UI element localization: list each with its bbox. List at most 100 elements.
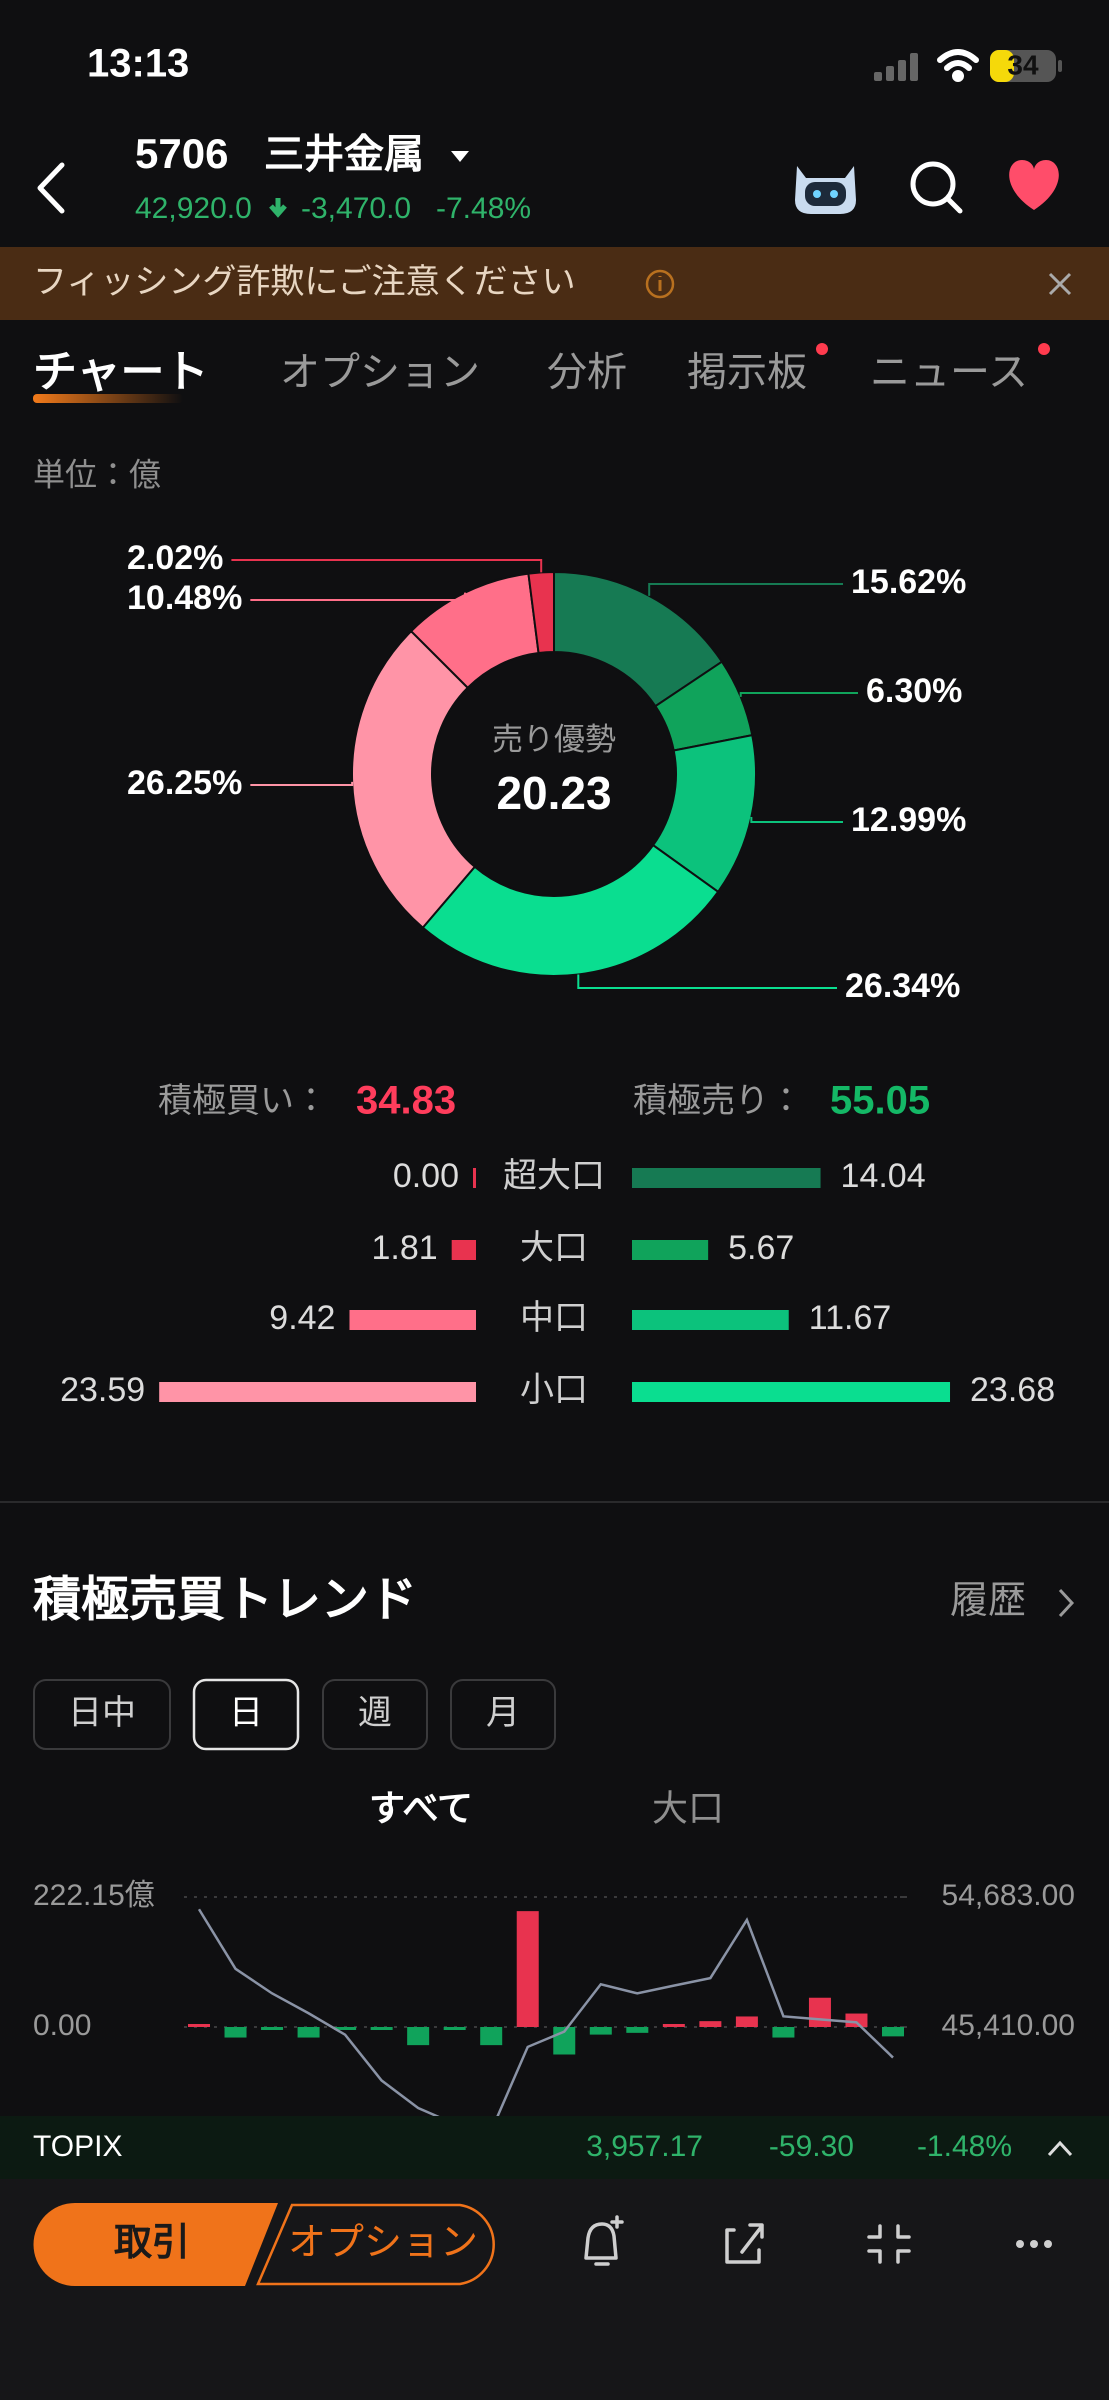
- section-divider: [0, 1501, 1109, 1503]
- info-icon[interactable]: [645, 269, 675, 299]
- trade-button[interactable]: [33, 2203, 278, 2286]
- more-icon[interactable]: [1016, 2240, 1052, 2248]
- flow-value: 5.67: [728, 1229, 794, 1267]
- stock-change: -3,470.0: [301, 192, 411, 225]
- assistant-icon[interactable]: [795, 166, 856, 214]
- flow-value: 9.42: [269, 1299, 335, 1337]
- battery-level: [990, 50, 1014, 82]
- share-icon[interactable]: [725, 2223, 764, 2264]
- unit-label: 単位：億: [33, 456, 161, 492]
- category-label: 超大口: [503, 1157, 605, 1195]
- trend-bar: [297, 2027, 320, 2038]
- donut-slice: [351, 629, 477, 930]
- trend-bar: [772, 2027, 795, 2038]
- leader-line: [250, 781, 354, 786]
- compress-icon[interactable]: [867, 2224, 911, 2264]
- banner: [0, 247, 1109, 320]
- flow-value: 14.04: [841, 1157, 926, 1195]
- donut-center-value: 20.23: [496, 767, 611, 819]
- alert-icon[interactable]: [584, 2215, 624, 2266]
- trend-bar: [370, 2027, 393, 2030]
- trend-bar: [882, 2027, 904, 2037]
- total-value: 55.05: [830, 1079, 930, 1123]
- trend-bar: [334, 2027, 357, 2030]
- flow-bar: [451, 1240, 476, 1260]
- y-tick-label: 0.00: [33, 2009, 91, 2042]
- trend-bar: [261, 2027, 284, 2030]
- trend-bar: [443, 2027, 466, 2030]
- tab[interactable]: 掲示板: [687, 351, 807, 395]
- option-button[interactable]: [256, 2203, 495, 2286]
- total-label: 積極売り：: [633, 1082, 803, 1120]
- tab-active[interactable]: チャート: [33, 348, 209, 397]
- filter-active[interactable]: すべて: [369, 1788, 473, 1829]
- index-bar[interactable]: [0, 2116, 1109, 2179]
- period-button[interactable]: [33, 1679, 171, 1750]
- leader-line: [577, 974, 837, 989]
- trend-plot: [184, 1896, 907, 2116]
- leader-line: [231, 559, 543, 573]
- trend-bar: [589, 2027, 612, 2035]
- banner-text[interactable]: フィッシング詐欺にご注意ください: [33, 263, 576, 301]
- stock-change-pct: -7.48%: [436, 192, 531, 225]
- expand-icon[interactable]: [1047, 2140, 1073, 2157]
- flow-bar: [473, 1168, 476, 1188]
- slice-label: 26.25%: [127, 764, 242, 802]
- period-label[interactable]: 日: [229, 1694, 263, 1732]
- period-label[interactable]: 月: [486, 1694, 520, 1732]
- flow-bar: [632, 1240, 709, 1260]
- period-button-selected[interactable]: [192, 1678, 300, 1751]
- leader-line: [750, 817, 843, 823]
- slice-label: 15.62%: [851, 563, 966, 601]
- notification-dot: [816, 343, 828, 355]
- flow-bar: [632, 1382, 951, 1402]
- trend-bar: [188, 2024, 210, 2027]
- leader-line: [739, 692, 858, 697]
- search-icon[interactable]: [910, 161, 963, 214]
- back-button[interactable]: [37, 162, 65, 214]
- y2-tick-label: 54,683.00: [942, 1879, 1075, 1912]
- favorite-icon[interactable]: [1009, 160, 1059, 210]
- section-title: 積極売買トレンド: [33, 1574, 417, 1627]
- slice-label: 2.02%: [127, 539, 223, 577]
- option-label[interactable]: オプション: [288, 2222, 478, 2264]
- flow-value: 1.81: [372, 1229, 438, 1267]
- flow-bar: [159, 1382, 477, 1402]
- period-button[interactable]: [450, 1679, 556, 1750]
- leader-line: [250, 592, 467, 601]
- flow-value: 0.00: [393, 1157, 459, 1195]
- index-price: 3,957.17: [586, 2130, 703, 2163]
- status-time: 13:13: [87, 42, 189, 86]
- stock-price: 42,920.0: [135, 192, 252, 225]
- history-link[interactable]: 履歴: [950, 1580, 1026, 1622]
- category-label: 中口: [520, 1299, 588, 1337]
- signal-icon: [874, 53, 918, 81]
- trend-line: [197, 1908, 894, 2116]
- flow-bar: [349, 1310, 476, 1330]
- flow-value: 11.67: [809, 1299, 892, 1337]
- dropdown-icon[interactable]: [451, 151, 469, 162]
- period-button[interactable]: [322, 1679, 428, 1750]
- wifi-icon: [937, 49, 979, 82]
- y2-tick-label: 45,410.00: [942, 2009, 1075, 2042]
- trend-bar: [626, 2027, 649, 2033]
- tab[interactable]: ニュース: [870, 351, 1028, 395]
- battery-text: 34: [1007, 49, 1039, 80]
- banner-close[interactable]: [1048, 272, 1072, 296]
- tab[interactable]: 分析: [547, 351, 627, 395]
- stock-code: 5706: [135, 130, 228, 177]
- tab[interactable]: オプション: [280, 351, 480, 395]
- period-label[interactable]: 週: [358, 1694, 392, 1732]
- period-label[interactable]: 日中: [68, 1694, 136, 1732]
- total-label: 積極買い：: [158, 1082, 328, 1120]
- stock-name[interactable]: 三井金属: [264, 133, 424, 177]
- history-chevron[interactable]: [1058, 1588, 1075, 1618]
- trend-bar: [699, 2021, 722, 2027]
- index-name: TOPIX: [33, 2130, 122, 2163]
- trade-label[interactable]: 取引: [114, 2222, 190, 2264]
- filter[interactable]: 大口: [652, 1788, 724, 1829]
- trend-bar: [224, 2027, 247, 2038]
